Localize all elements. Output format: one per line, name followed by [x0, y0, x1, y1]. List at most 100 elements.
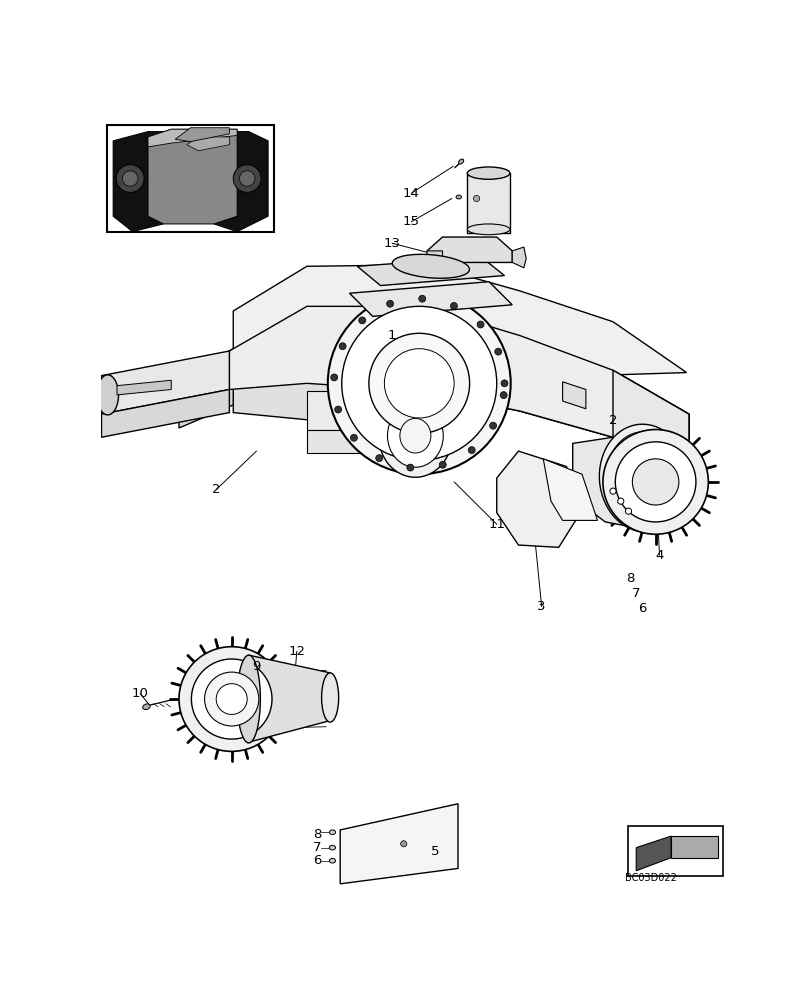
Circle shape — [477, 321, 483, 328]
Ellipse shape — [143, 704, 150, 710]
Polygon shape — [117, 380, 171, 395]
Polygon shape — [543, 459, 597, 520]
Circle shape — [609, 488, 616, 494]
Ellipse shape — [599, 424, 688, 532]
Polygon shape — [357, 257, 504, 286]
Circle shape — [386, 300, 393, 307]
Polygon shape — [307, 430, 423, 453]
Polygon shape — [178, 306, 688, 468]
Ellipse shape — [321, 673, 338, 722]
Polygon shape — [113, 132, 163, 232]
Text: 13: 13 — [383, 237, 400, 250]
Text: 8: 8 — [625, 572, 633, 585]
Polygon shape — [229, 306, 688, 468]
Ellipse shape — [329, 830, 335, 835]
Bar — [466, 173, 509, 233]
Polygon shape — [148, 129, 237, 147]
Text: 6: 6 — [637, 602, 646, 615]
Ellipse shape — [399, 418, 431, 453]
Circle shape — [603, 430, 707, 534]
Circle shape — [178, 647, 284, 751]
Circle shape — [350, 434, 357, 441]
Ellipse shape — [97, 375, 118, 415]
Circle shape — [500, 392, 507, 399]
Text: 5: 5 — [430, 845, 439, 858]
Text: 3: 3 — [537, 600, 545, 613]
Circle shape — [500, 380, 508, 387]
Ellipse shape — [458, 159, 463, 164]
Polygon shape — [512, 247, 526, 268]
Ellipse shape — [329, 845, 335, 850]
Circle shape — [116, 165, 144, 192]
Ellipse shape — [392, 254, 469, 278]
Text: 2: 2 — [212, 483, 220, 496]
Circle shape — [358, 317, 365, 324]
Polygon shape — [496, 451, 580, 547]
Circle shape — [328, 292, 510, 474]
Text: 12: 12 — [288, 645, 305, 658]
Text: 4: 4 — [654, 549, 663, 562]
Text: 14: 14 — [402, 187, 419, 200]
Text: 8: 8 — [312, 828, 320, 841]
Polygon shape — [427, 237, 512, 262]
Circle shape — [330, 374, 337, 381]
Circle shape — [191, 659, 272, 739]
Circle shape — [122, 171, 138, 186]
Text: 7: 7 — [631, 587, 640, 600]
Ellipse shape — [378, 394, 452, 477]
Polygon shape — [101, 351, 229, 414]
Polygon shape — [175, 128, 229, 142]
Polygon shape — [233, 359, 407, 430]
Text: BC03D022: BC03D022 — [624, 873, 676, 883]
Circle shape — [400, 841, 406, 847]
Ellipse shape — [237, 655, 260, 743]
Circle shape — [334, 406, 341, 413]
Polygon shape — [233, 265, 686, 376]
Circle shape — [368, 333, 469, 433]
Circle shape — [489, 422, 496, 429]
Circle shape — [632, 459, 678, 505]
Polygon shape — [572, 370, 688, 532]
Text: 11: 11 — [487, 518, 504, 531]
Text: 1: 1 — [388, 329, 396, 342]
Polygon shape — [101, 389, 229, 437]
Polygon shape — [340, 804, 457, 884]
Polygon shape — [248, 655, 330, 742]
Polygon shape — [213, 132, 268, 232]
Text: 9: 9 — [252, 660, 260, 673]
Text: 15: 15 — [402, 215, 419, 228]
Circle shape — [473, 195, 479, 202]
Ellipse shape — [387, 404, 443, 467]
Text: 7: 7 — [312, 841, 321, 854]
Ellipse shape — [329, 858, 335, 863]
Circle shape — [406, 464, 414, 471]
Ellipse shape — [466, 167, 509, 179]
Polygon shape — [349, 282, 512, 316]
Polygon shape — [427, 251, 442, 266]
Circle shape — [468, 447, 474, 454]
Text: 6: 6 — [312, 854, 320, 867]
Polygon shape — [671, 836, 717, 858]
Ellipse shape — [456, 195, 461, 199]
Circle shape — [450, 302, 457, 309]
Text: 10: 10 — [131, 687, 148, 700]
Circle shape — [494, 348, 501, 355]
Circle shape — [233, 165, 261, 192]
Circle shape — [216, 684, 247, 714]
Circle shape — [624, 508, 631, 514]
Circle shape — [615, 442, 695, 522]
Polygon shape — [178, 351, 233, 428]
Circle shape — [418, 295, 425, 302]
Ellipse shape — [466, 224, 509, 235]
Ellipse shape — [607, 432, 680, 524]
Text: 2: 2 — [608, 414, 616, 427]
Circle shape — [239, 171, 255, 186]
Circle shape — [439, 461, 446, 468]
Circle shape — [384, 349, 453, 418]
Circle shape — [375, 455, 382, 462]
Polygon shape — [148, 129, 237, 224]
Polygon shape — [187, 137, 229, 151]
Polygon shape — [562, 382, 586, 409]
Circle shape — [339, 343, 345, 350]
Bar — [628, 826, 722, 876]
